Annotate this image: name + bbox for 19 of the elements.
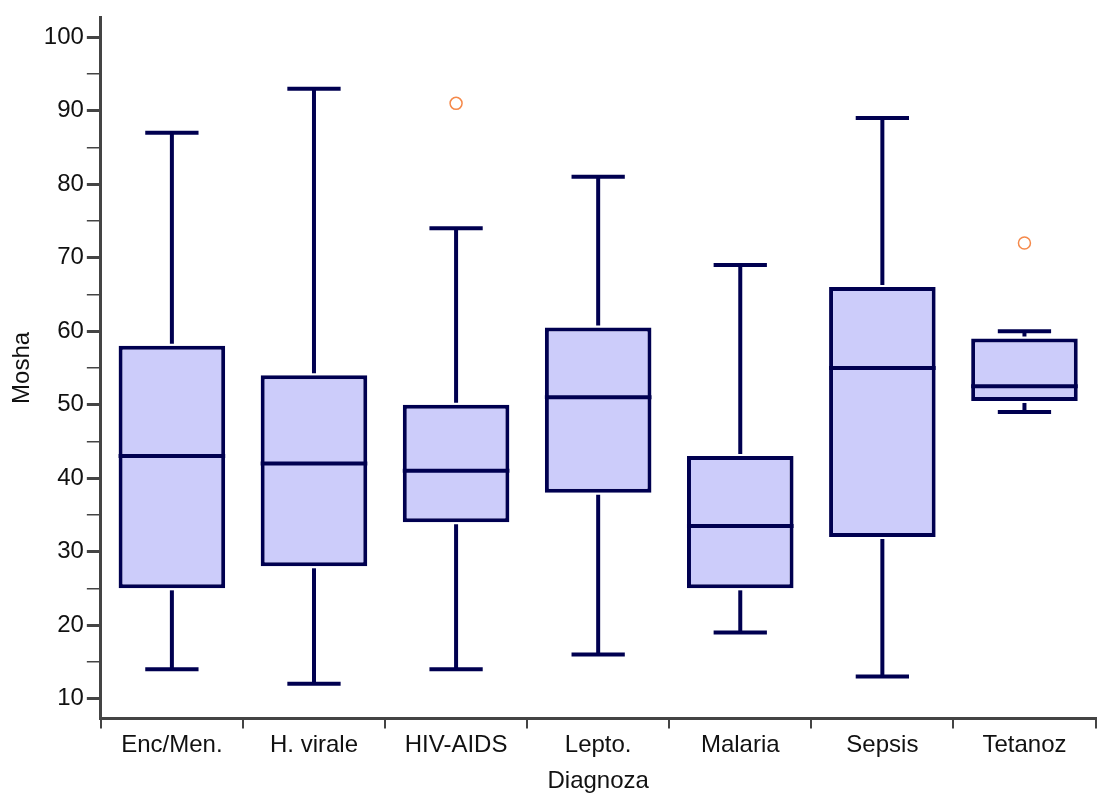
x-tick-label: Sepsis [846,730,919,758]
y-tick-label: 40 [57,462,84,490]
y-tick-label: 30 [57,536,84,564]
y-tick-label: 90 [57,95,84,123]
x-tick-label: Tetanoz [982,730,1067,758]
y-tick-label: 70 [57,242,84,270]
x-tick-label: Enc/Men. [121,730,223,758]
y-tick-label: 20 [57,609,84,637]
y-tick-label: 80 [57,168,84,196]
x-tick-label: HIV-AIDS [404,730,508,758]
x-tick-label: Lepto. [564,730,632,758]
y-tick-label: 10 [57,683,84,711]
y-tick-label: 100 [43,21,84,49]
x-axis-title: Diagnoza [547,766,650,794]
y-tick-label: 60 [57,315,84,343]
x-tick-label: H. virale [269,730,358,758]
y-tick-label: 50 [57,389,84,417]
x-tick-label: Malaria [700,730,781,758]
y-axis-title: Mosha [7,331,35,404]
